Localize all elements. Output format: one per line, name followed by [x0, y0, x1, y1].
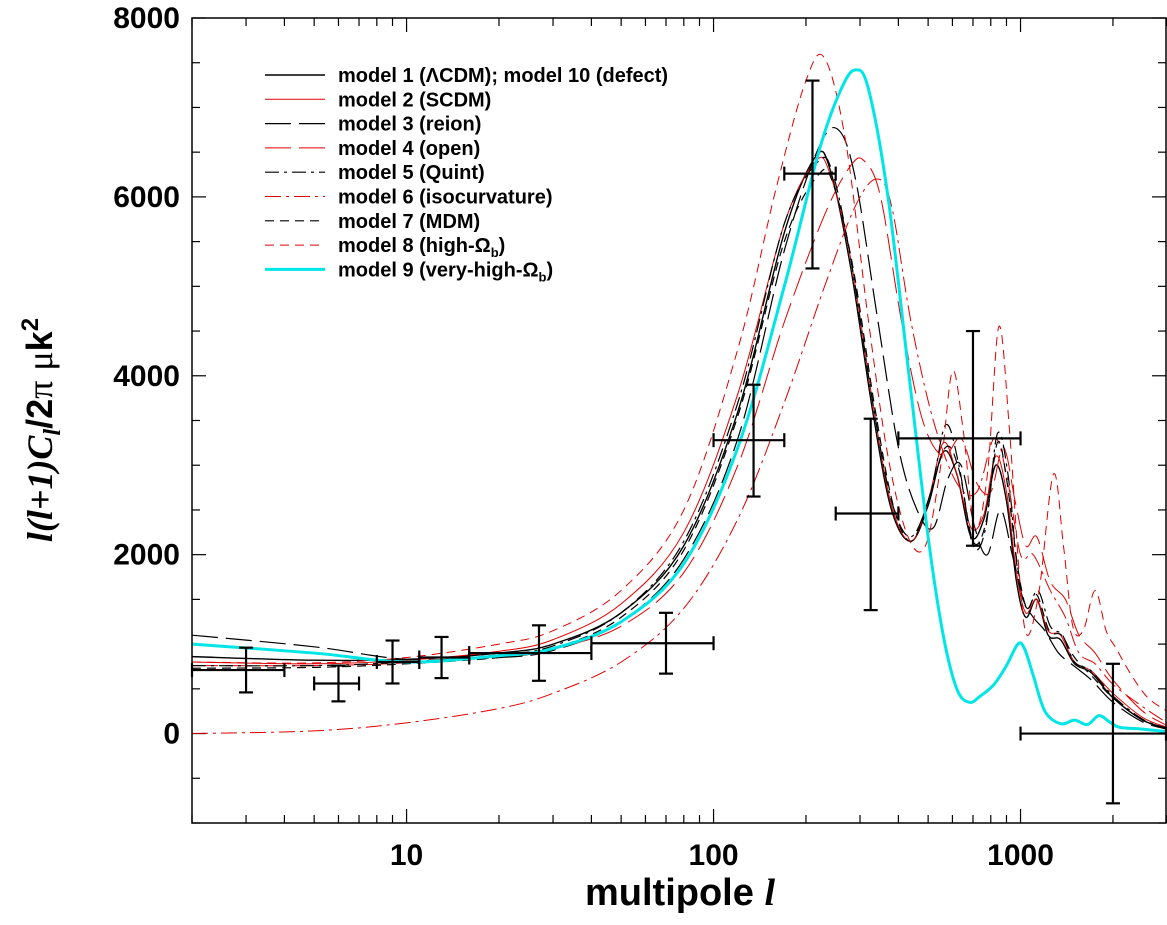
legend: model 1 (ΛCDM); model 10 (defect)model 2…: [265, 65, 668, 284]
legend-label: model 6 (isocurvature): [338, 187, 553, 209]
error-bars-layer: [190, 79, 1167, 805]
series-line-model-5: [192, 156, 1167, 729]
y-axis-title-sub: l: [40, 429, 66, 436]
y-axis-title-mid: /2: [19, 399, 60, 429]
x-axis-title-word: multipole: [585, 872, 764, 914]
legend-label: model 4 (open): [338, 138, 480, 160]
y-tick-label: 6000: [113, 181, 180, 214]
series-line-model-8: [192, 53, 1167, 712]
series-line-model-7: [192, 168, 1167, 729]
error-bar: [468, 624, 593, 682]
x-tick-label: 100: [689, 839, 739, 872]
error-bar: [897, 329, 1022, 547]
legend-item-model-9: model 9 (very-high-Ωb): [265, 259, 553, 284]
series-line-model-9: [192, 68, 1167, 734]
legend-label: model 2 (SCDM): [338, 89, 491, 111]
y-axis-title-mu: μ: [20, 351, 60, 370]
y-tick-label: 8000: [113, 2, 180, 35]
legend-label: model 7 (MDM): [338, 211, 480, 233]
legend-item-model-7: model 7 (MDM): [265, 211, 480, 233]
error-bar: [712, 383, 786, 498]
y-tick-label: 4000: [113, 360, 180, 393]
legend-item-model-2: model 2 (SCDM): [265, 89, 491, 111]
legend-item-model-6: model 6 (isocurvature): [265, 187, 553, 209]
error-bar: [1019, 662, 1167, 805]
legend-item-model-5: model 5 (Quint): [265, 162, 485, 184]
legend-item-model-8: model 8 (high-Ωb): [265, 235, 505, 260]
x-tick-label: 10: [390, 839, 423, 872]
legend-label: model 3 (reion): [338, 114, 481, 136]
error-bar: [590, 611, 715, 675]
legend-item-model-1: model 1 (ΛCDM); model 10 (defect): [265, 65, 668, 87]
y-axis-title: l(l+1)Cl/2π μk2: [17, 318, 66, 542]
legend-label: model 1 (ΛCDM); model 10 (defect): [338, 65, 668, 87]
axes-layer: 10 100 1000 0 2000 4000 6000 8000: [113, 2, 1167, 872]
y-axis-title-lead: l(l+1)C: [20, 435, 60, 542]
legend-item-model-4: model 4 (open): [265, 138, 480, 160]
error-bar: [313, 664, 361, 703]
legend-item-model-3: model 3 (reion): [265, 114, 481, 136]
legend-label: model 8 (high-Ωb): [338, 235, 505, 260]
y-axis-title-pi: π: [20, 381, 60, 399]
x-tick-label: 1000: [987, 839, 1054, 872]
series-line-model-6: [192, 178, 1167, 735]
error-bar: [834, 417, 900, 612]
x-axis-title: multipole l: [585, 872, 775, 914]
legend-label: model 9 (very-high-Ωb): [338, 259, 553, 284]
error-bar: [418, 635, 471, 680]
plot-frame: [191, 17, 1167, 824]
error-bar: [375, 639, 421, 685]
y-axis-title-k: k: [19, 330, 60, 351]
y-tick-label: 0: [163, 718, 180, 751]
frame-layer: [191, 17, 1167, 824]
y-axis-title-space: [19, 371, 60, 381]
error-bar: [783, 79, 837, 270]
error-bar: [190, 646, 286, 694]
legend-label: model 5 (Quint): [338, 162, 485, 184]
y-tick-label: 2000: [113, 539, 180, 572]
x-axis-title-symbol: l: [764, 872, 775, 914]
y-axis-title-sup: 2: [17, 318, 44, 331]
series-layer: [192, 53, 1167, 735]
